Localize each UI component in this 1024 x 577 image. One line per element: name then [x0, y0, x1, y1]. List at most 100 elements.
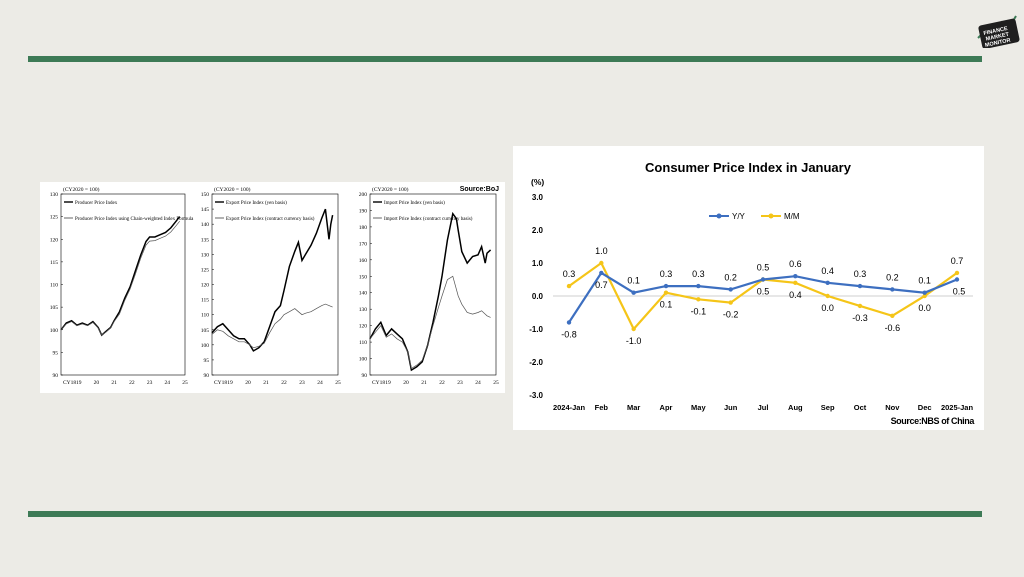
- y-tick-label: 120: [201, 283, 210, 289]
- x-tick-label: Apr: [660, 403, 673, 412]
- data-point: [696, 283, 701, 289]
- x-tick-label: 25: [335, 380, 341, 386]
- base-label: (CY2020 = 100): [372, 186, 409, 193]
- mm-data-label: 1.0: [595, 246, 608, 256]
- y-tick-label: 95: [53, 350, 59, 356]
- y-tick-label: 120: [50, 237, 59, 243]
- x-tick-label: Aug: [788, 403, 803, 412]
- data-point: [890, 313, 895, 318]
- y-tick-label: 125: [50, 215, 59, 221]
- cpi-chart-panel: Consumer Price Index in January (%) 3.0 2.0…: [513, 146, 984, 430]
- svg-text:FINANCE: FINANCE: [983, 26, 1008, 37]
- y-tick-label: 105: [201, 328, 210, 334]
- mm-data-label: 0.1: [660, 300, 673, 310]
- mm-data-label: -0.2: [723, 310, 739, 320]
- boj-price-index-panel: Source:BoJ (CY2020 = 100) 90 95 100 105 110 115…: [40, 182, 505, 393]
- x-tick-label: 24: [165, 380, 171, 386]
- x-tick-label: 21: [111, 380, 117, 386]
- x-tick-label: 21: [263, 380, 269, 386]
- data-point: [793, 280, 798, 285]
- x-tick-label: Oct: [854, 403, 867, 412]
- y-tick-label: 110: [201, 313, 209, 319]
- yy-data-label: 0.3: [692, 269, 705, 279]
- yy-data-label: 0.1: [627, 276, 640, 286]
- boj-chart-1: (CY2020 = 100) 90 95 100 105 110 115 120 125 130 C…: [50, 186, 194, 386]
- x-tick-label: Jul: [758, 403, 769, 412]
- y-tick-label: 2.0: [532, 226, 544, 235]
- y-tick-label: 130: [201, 252, 210, 258]
- y-tick-label: 190: [359, 208, 368, 214]
- data-point: [793, 274, 798, 279]
- y-tick-label: 1.0: [532, 259, 544, 268]
- data-point: [825, 293, 830, 299]
- y-tick-label: 110: [359, 340, 367, 346]
- x-tick-label: Nov: [885, 403, 900, 412]
- y-tick-label: 90: [362, 373, 368, 379]
- data-point: [663, 283, 669, 289]
- series-line-1: [369, 211, 492, 372]
- y-tick-label: 145: [201, 207, 210, 213]
- yy-data-label: 0.5: [953, 287, 966, 297]
- finance-market-monitor-logo: FINANCE MARKET MONITOR: [976, 12, 1020, 48]
- y-tick-label: 160: [359, 258, 368, 264]
- source-label: Source:NBS of China: [891, 416, 976, 426]
- yy-data-label: 0.4: [821, 266, 834, 276]
- y-axis-unit: (%): [531, 177, 544, 187]
- y-tick-label: 130: [50, 192, 59, 198]
- data-point: [631, 290, 636, 295]
- x-tick-label: 23: [457, 380, 463, 386]
- y-tick-label: -1.0: [529, 325, 543, 334]
- series-line-2: [60, 220, 180, 336]
- chart-title: Consumer Price Index in January: [645, 160, 852, 175]
- x-tick-label: 2025-Jan: [941, 403, 974, 412]
- legend-entry: Export Price Index (contract currency ba…: [226, 217, 315, 222]
- x-tick-label: 25: [493, 380, 499, 386]
- mm-data-label: 0.5: [757, 287, 770, 297]
- mm-data-label: 0.7: [951, 256, 964, 266]
- boj-charts: Source:BoJ (CY2020 = 100) 90 95 100 105 110 115…: [50, 186, 499, 386]
- x-tick-label: 25: [182, 380, 188, 386]
- yy-data-label: 0.3: [854, 269, 867, 279]
- x-tick-label: CY18: [372, 380, 385, 386]
- yy-data-label: 0.6: [789, 259, 802, 269]
- base-label: (CY2020 = 100): [63, 186, 100, 193]
- y-tick-label: 140: [201, 222, 210, 228]
- legend-entry: Import Price Index (yen basis): [384, 201, 445, 206]
- mm-data-label: 0.0: [918, 303, 931, 313]
- data-point: [760, 277, 766, 282]
- data-point: [631, 326, 636, 332]
- plot-frame: [369, 193, 497, 376]
- x-tick-label: 24: [317, 380, 323, 386]
- yy-data-label: 0.2: [724, 272, 737, 282]
- yy-data-label: 0.5: [757, 263, 770, 273]
- y-tick-label: 100: [50, 328, 59, 334]
- x-tick-label: May: [691, 403, 706, 412]
- x-tick-label: 22: [439, 380, 445, 386]
- base-label: (CY2020 = 100): [214, 186, 251, 193]
- y-tick-label: 125: [201, 267, 210, 273]
- data-point: [599, 270, 604, 276]
- mm-data-label: 0.0: [821, 303, 834, 313]
- mm-data-label: 0.3: [563, 269, 576, 279]
- x-tick-label: Feb: [595, 403, 609, 412]
- legend-entry: Producer Price Index: [75, 201, 118, 206]
- yy-data-label: -0.8: [561, 329, 577, 339]
- x-tick-label: Dec: [918, 403, 932, 412]
- x-tick-label: 19: [385, 380, 391, 386]
- x-tick-label: 24: [475, 380, 481, 386]
- series-line-2: [211, 303, 333, 349]
- y-tick-label: 115: [201, 298, 209, 304]
- boj-chart-2: (CY2020 = 100) 90 95 100 105 110 115 120 125 130 1…: [201, 186, 341, 386]
- y-tick-label: 3.0: [532, 193, 544, 202]
- y-tick-label: 150: [201, 192, 210, 198]
- data-point: [566, 320, 572, 325]
- series-line-1: [211, 208, 334, 352]
- y-tick-label: -3.0: [529, 391, 543, 400]
- y-tick-label: 120: [359, 324, 368, 330]
- x-tick-label: CY18: [63, 380, 76, 386]
- x-tick-label: Jun: [724, 403, 738, 412]
- yy-data-label: 0.1: [918, 276, 931, 286]
- source-label: Source:BoJ: [460, 186, 499, 193]
- y-tick-label: 90: [204, 373, 210, 379]
- x-tick-label: CY18: [214, 380, 227, 386]
